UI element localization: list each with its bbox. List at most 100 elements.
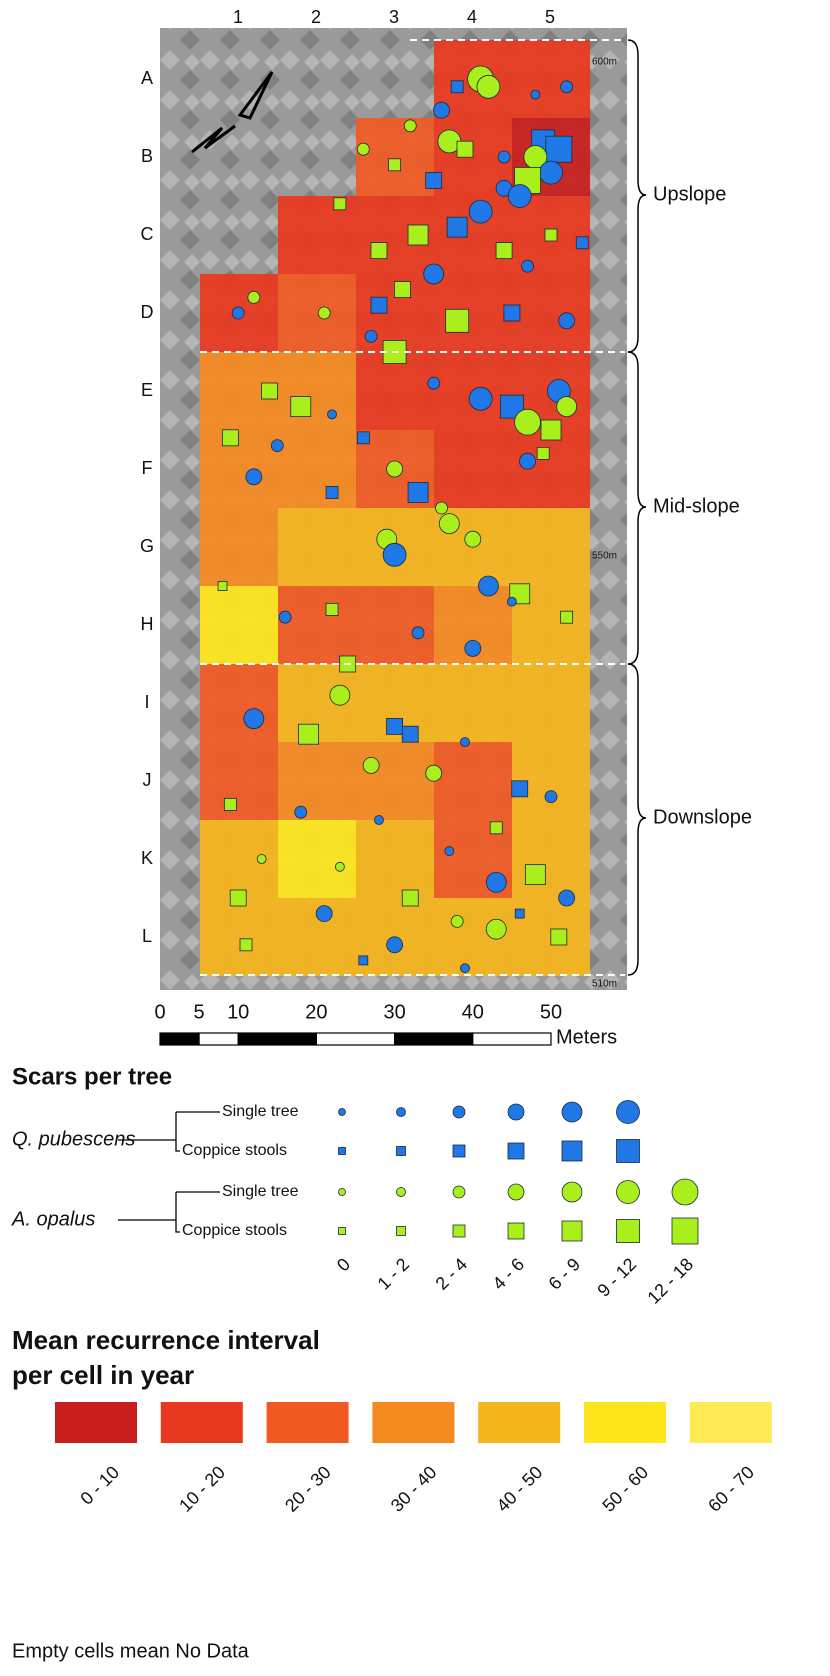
scale-tick-label: 10: [227, 1001, 249, 1023]
row-label: K: [141, 848, 153, 868]
tree-single: [544, 790, 558, 803]
legend-single: [561, 1101, 583, 1123]
recurrence-swatch: [372, 1402, 455, 1443]
cell: [356, 586, 434, 664]
tree-single: [438, 513, 460, 534]
row-label: H: [141, 614, 154, 634]
tree-single: [464, 530, 482, 548]
tree-single: [558, 312, 576, 330]
cell: [278, 586, 356, 664]
tree-single: [329, 684, 351, 706]
legend-single: [507, 1183, 525, 1201]
tree-coppice: [495, 242, 513, 260]
size-class-label: 12 - 18: [643, 1254, 697, 1308]
column-label: 2: [311, 7, 321, 27]
cell: [278, 742, 356, 820]
tree-coppice: [503, 304, 521, 322]
row-label: F: [142, 458, 153, 478]
tree-coppice: [401, 725, 419, 743]
tree-single: [247, 290, 261, 304]
legend-coppice: [452, 1224, 466, 1238]
braces: [627, 39, 647, 976]
scale-tick-label: 50: [540, 1001, 562, 1023]
cell: [200, 898, 278, 976]
legend-coppice: [561, 1220, 583, 1242]
recurrence-swatch: [584, 1402, 666, 1443]
tree-single: [364, 329, 378, 343]
legend-single: [338, 1108, 346, 1116]
tree-single: [497, 150, 511, 164]
row-label: E: [141, 380, 153, 400]
tree-single: [231, 306, 245, 320]
tree-coppice: [239, 938, 253, 952]
column-label: 3: [389, 7, 399, 27]
tree-coppice: [450, 80, 464, 94]
recurrence-label: 60 - 70: [704, 1462, 758, 1516]
scale-tick-label: 0: [154, 1001, 165, 1023]
elevation-label: 600m: [592, 57, 617, 68]
tree-coppice: [223, 798, 237, 811]
row-label: G: [140, 536, 154, 556]
legend-single: [561, 1181, 583, 1203]
recurrence-label: 30 - 40: [387, 1462, 441, 1516]
tree-coppice: [425, 171, 443, 189]
tree-single: [556, 396, 578, 418]
tree-coppice: [511, 780, 529, 798]
legend-coppice: [671, 1217, 699, 1245]
tree-single: [327, 409, 337, 420]
tree-coppice: [524, 864, 546, 885]
legend-coppice: [338, 1227, 346, 1235]
row-label: L: [142, 926, 152, 946]
cell: [200, 664, 278, 742]
size-class-label: 0: [333, 1254, 354, 1275]
legend-coppice: [616, 1139, 640, 1163]
tree-single: [460, 737, 470, 747]
cell: [434, 664, 512, 742]
row-label: B: [141, 146, 153, 166]
tree-single: [444, 846, 455, 857]
tree-single: [506, 596, 517, 607]
tree-coppice: [489, 821, 503, 835]
tree-coppice: [407, 224, 429, 246]
row-label: A: [141, 68, 153, 88]
tree-single: [521, 259, 534, 273]
legend-single: [671, 1178, 699, 1206]
tree-coppice: [221, 429, 239, 447]
tree-single: [403, 119, 417, 133]
tree-coppice: [333, 197, 347, 211]
size-class-label: 9 - 12: [593, 1254, 640, 1301]
row-label: C: [141, 224, 154, 244]
scale-segment: [315, 1032, 396, 1046]
tree-single: [478, 575, 499, 597]
legend-coppice: [507, 1142, 525, 1160]
cell: [512, 820, 590, 898]
column-label: 4: [467, 7, 477, 27]
legend-coppice: [338, 1147, 346, 1155]
legend-coppice: [561, 1140, 583, 1162]
tree-coppice: [325, 603, 339, 616]
tree-single: [278, 610, 292, 624]
north-arrow: [191, 71, 274, 154]
tree-coppice: [325, 485, 339, 499]
tree-single: [294, 805, 308, 819]
recurrence-label: 40 - 50: [493, 1462, 547, 1516]
recurrence-swatch: [266, 1402, 349, 1443]
tree-coppice: [356, 431, 370, 445]
cell: [512, 40, 590, 118]
scale-segment: [472, 1032, 552, 1046]
tree-single: [433, 101, 450, 119]
elevation-label: 510m: [592, 979, 617, 990]
tree-coppice: [358, 955, 369, 966]
tree-single: [245, 468, 263, 486]
tree-coppice: [499, 394, 524, 419]
tree-single: [423, 263, 445, 285]
tree-coppice: [550, 928, 568, 946]
tree-single: [476, 74, 501, 99]
tree-single: [468, 386, 493, 411]
tree-coppice: [560, 610, 574, 624]
tree-coppice: [514, 908, 525, 919]
recurrence-title: Mean recurrence interval: [12, 1325, 320, 1355]
recurrence-swatch: [160, 1402, 243, 1443]
legend-coppice: [396, 1226, 406, 1236]
row-label: I: [144, 692, 149, 712]
